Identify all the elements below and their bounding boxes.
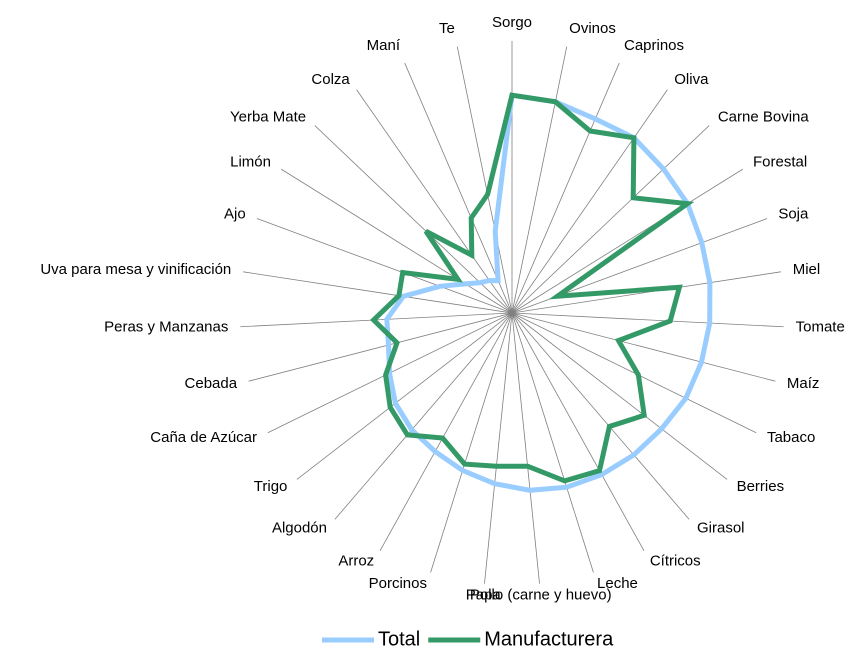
category-label: Girasol <box>697 519 745 536</box>
category-label: Maní <box>367 37 401 54</box>
spoke <box>296 312 513 480</box>
category-label: Berries <box>737 478 785 495</box>
category-label: Caprinos <box>624 37 684 54</box>
spoke <box>511 271 781 314</box>
category-label: Te <box>439 20 455 37</box>
spoke <box>314 125 513 314</box>
legend-label: Total <box>378 628 420 650</box>
spoke <box>456 46 513 314</box>
category-label: Cítricos <box>650 552 701 569</box>
category-label: Trigo <box>254 478 288 495</box>
spoke <box>511 46 568 314</box>
category-label: Ajo <box>224 205 246 222</box>
category-label: Algodón <box>272 519 327 536</box>
legend: Total Manufacturera <box>322 628 614 650</box>
category-label: Soja <box>778 205 809 222</box>
spoke <box>511 89 668 314</box>
series-line <box>370 92 695 484</box>
category-label: Ovinos <box>569 20 616 37</box>
series-line <box>384 92 713 493</box>
spoke <box>334 312 513 520</box>
spoke <box>484 312 513 584</box>
spoke <box>404 62 513 314</box>
spoke <box>511 62 620 314</box>
category-label: Sorgo <box>492 14 532 31</box>
category-label: Colza <box>311 71 350 88</box>
spoke <box>511 168 744 314</box>
category-label: Maíz <box>787 375 820 392</box>
category-label: Oliva <box>674 71 709 88</box>
legend-label: Manufacturera <box>484 628 614 650</box>
category-label: Uva para mesa y vinificación <box>40 261 231 278</box>
spoke <box>511 312 784 328</box>
category-label: Tomate <box>796 318 845 335</box>
category-label: Carne Bovina <box>718 108 810 125</box>
spoke <box>379 312 513 552</box>
spoke <box>248 312 513 382</box>
category-label: Cebada <box>185 375 238 392</box>
category-label: Porcinos <box>369 575 427 592</box>
category-label: Yerba Mate <box>230 108 306 125</box>
spoke <box>511 312 776 382</box>
spoke <box>430 312 513 573</box>
spoke <box>256 218 513 314</box>
category-label: Arroz <box>338 552 374 569</box>
spoke <box>511 312 690 520</box>
spoke <box>280 168 513 314</box>
spoke <box>511 312 645 552</box>
spoke <box>356 89 513 314</box>
spoke <box>511 312 594 573</box>
category-label: Caña de Azúcar <box>150 429 257 446</box>
category-label: Limón <box>230 154 271 171</box>
category-label: Miel <box>793 261 821 278</box>
category-label: Peras y Manzanas <box>104 318 228 335</box>
category-label: Leche <box>597 575 638 592</box>
spoke <box>243 271 513 314</box>
category-label: Papa <box>466 587 502 604</box>
spoke <box>511 312 757 434</box>
spoke <box>511 312 540 584</box>
category-label: Forestal <box>753 154 807 171</box>
category-label: Pollo (carne y huevo) <box>470 587 612 604</box>
spoke <box>511 312 728 480</box>
category-label: Tabaco <box>767 429 815 446</box>
spoke <box>511 125 710 314</box>
